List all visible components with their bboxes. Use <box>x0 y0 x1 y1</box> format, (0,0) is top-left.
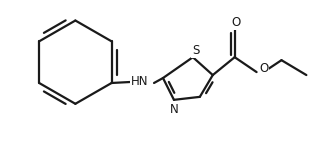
Text: HN: HN <box>131 75 149 88</box>
Text: S: S <box>192 44 200 57</box>
Text: N: N <box>170 103 178 116</box>
Text: O: O <box>231 16 240 29</box>
Text: O: O <box>259 62 268 75</box>
